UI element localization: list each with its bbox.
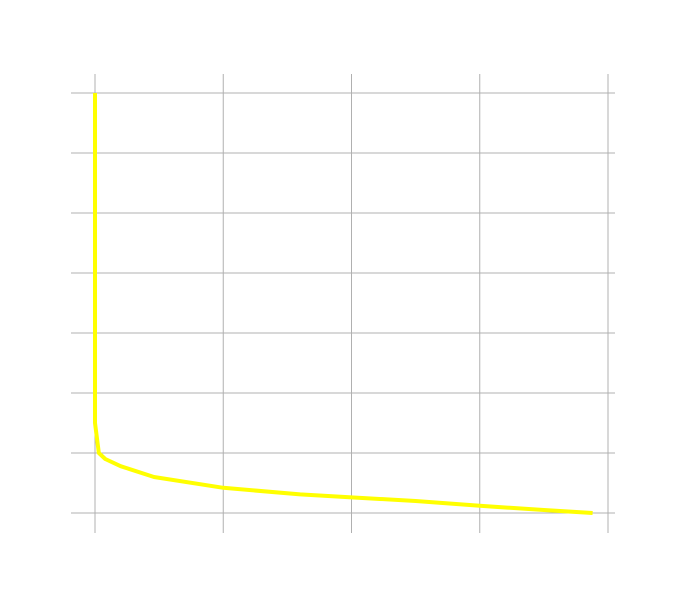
series-layer (93, 93, 593, 515)
series-line-0 (93, 93, 593, 515)
grid (71, 74, 615, 533)
